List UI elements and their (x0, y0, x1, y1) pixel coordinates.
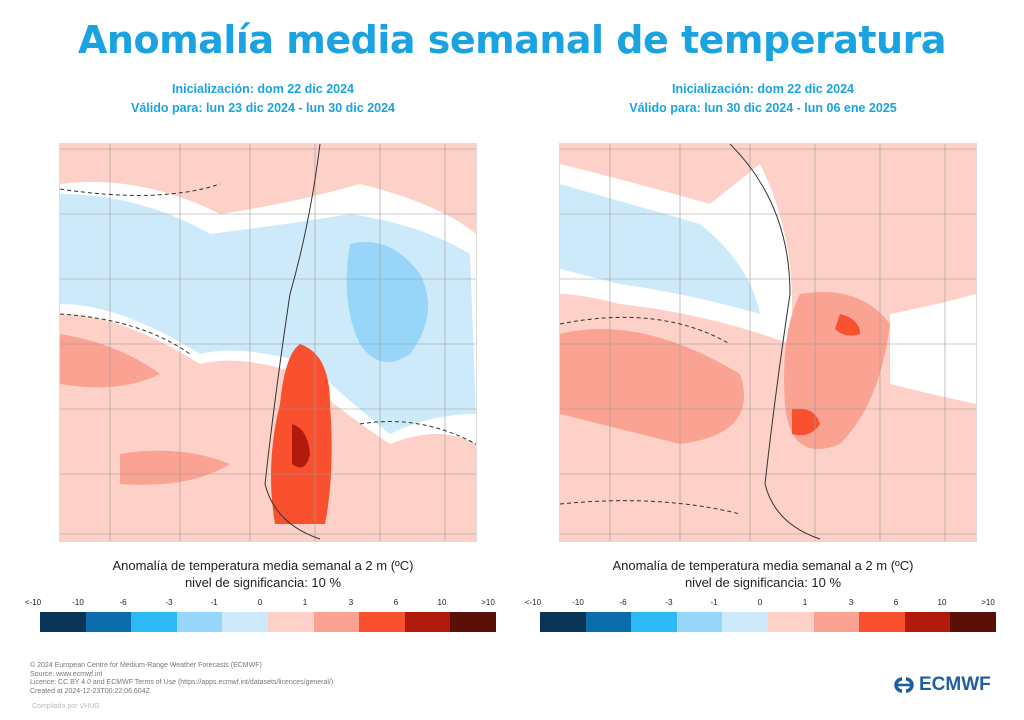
legend-tick: -3 (165, 598, 173, 607)
legend-tick: <-10 (524, 598, 542, 607)
legend-tick: -10 (572, 598, 584, 607)
valid-range: Válido para: lun 23 dic 2024 - lun 30 di… (131, 101, 395, 115)
source-text: Source: www.ecmwf.int (30, 670, 103, 678)
anomaly-map (59, 143, 477, 542)
map-panel-week2: Inicialización: dom 22 dic 2024 Válido p… (525, 80, 998, 632)
legend-swatch (904, 612, 951, 632)
legend-swatch (40, 612, 86, 632)
footer-credits: © 2024 European Centre for Medium-Range … (30, 662, 333, 696)
legend-swatch (540, 612, 586, 632)
legend-tick: -3 (665, 598, 673, 607)
legend-tick: -10 (72, 598, 84, 607)
legend-swatch (404, 612, 451, 632)
anomaly-map (559, 143, 977, 542)
legend-tick: >10 (981, 598, 995, 607)
legend-swatch (176, 612, 223, 632)
legend-swatch (950, 612, 996, 632)
color-legend: <-10 -10 -6 -3 -1 0 1 3 6 10 >10 (524, 598, 998, 632)
legend-tick: 0 (757, 598, 763, 607)
legend-swatch (676, 612, 723, 632)
ecmwf-logo-icon (894, 677, 914, 693)
ecmwf-logo: ECMWF (892, 674, 991, 696)
created-text: Created at 2024-12-23T00:22:06.604Z (30, 687, 150, 695)
compiled-by-text: Compilado por VHUG (32, 703, 100, 710)
legend-tick: 3 (348, 598, 354, 607)
valid-range: Válido para: lun 30 dic 2024 - lun 06 en… (629, 101, 897, 115)
legend-swatch (313, 612, 360, 632)
legend-swatch (450, 612, 496, 632)
legend-tick: <-10 (24, 598, 42, 607)
caption-text: Anomalía de temperatura media semanal a … (112, 558, 414, 573)
legend-tick: -6 (619, 598, 627, 607)
legend-ticks: <-10 -10 -6 -3 -1 0 1 3 6 10 >10 (524, 598, 998, 612)
legend-swatch (222, 612, 268, 632)
licence-text: Licence: CC BY 4.0 and ECMWF Terms of Us… (30, 679, 334, 686)
legend-ticks: <-10 -10 -6 -3 -1 0 1 3 6 10 >10 (24, 598, 498, 612)
legend-tick: -1 (210, 598, 218, 607)
legend-swatch (813, 612, 860, 632)
legend-tick: >10 (481, 598, 495, 607)
legend-swatch (359, 612, 405, 632)
legend-tick: -6 (119, 598, 127, 607)
legend-swatch (585, 612, 632, 632)
legend-tick: 1 (302, 598, 308, 607)
legend-tick: 1 (802, 598, 808, 607)
legend-bar (540, 612, 996, 632)
map-caption: Anomalía de temperatura media semanal a … (528, 557, 998, 591)
map-panel-week1: Inicialización: dom 22 dic 2024 Válido p… (25, 80, 498, 632)
ecmwf-logo-text: ECMWF (919, 674, 991, 695)
color-legend: <-10 -10 -6 -3 -1 0 1 3 6 10 >10 (24, 598, 498, 632)
legend-swatch (722, 612, 768, 632)
legend-tick: 0 (257, 598, 263, 607)
legend-tick: 10 (437, 598, 447, 607)
legend-swatch (131, 612, 177, 632)
init-date: Inicialización: dom 22 dic 2024 (671, 82, 854, 96)
map-caption: Anomalía de temperatura media semanal a … (28, 557, 498, 591)
legend-tick: 3 (848, 598, 854, 607)
caption-text: Anomalía de temperatura media semanal a … (612, 558, 914, 573)
init-date: Inicialización: dom 22 dic 2024 (171, 82, 354, 96)
legend-swatch (85, 612, 132, 632)
copyright-text: © 2024 European Centre for Medium-Range … (30, 662, 262, 669)
legend-swatch (767, 612, 814, 632)
legend-swatch (631, 612, 677, 632)
legend-tick: 6 (893, 598, 899, 607)
legend-bar (40, 612, 496, 632)
significance-text: nivel de significancia: 10 % (184, 575, 342, 590)
legend-tick: 6 (393, 598, 399, 607)
legend-swatch (267, 612, 314, 632)
significance-text: nivel de significancia: 10 % (684, 575, 842, 590)
legend-tick: 10 (937, 598, 947, 607)
page-title: Anomalía media semanal de temperatura (78, 18, 946, 62)
legend-tick: -1 (710, 598, 718, 607)
legend-swatch (859, 612, 905, 632)
